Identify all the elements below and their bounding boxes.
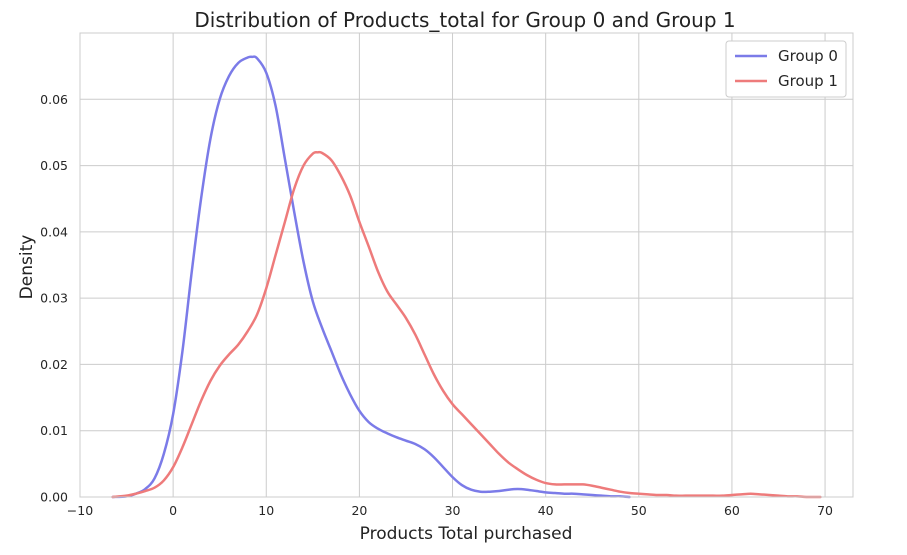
plot-frame bbox=[79, 32, 854, 498]
y-tick-label: 0.05 bbox=[40, 158, 68, 173]
x-tick-label: 10 bbox=[258, 503, 274, 518]
series-lines bbox=[111, 55, 822, 499]
y-tick-label: 0.06 bbox=[40, 92, 68, 107]
x-tick-label: 60 bbox=[724, 503, 740, 518]
x-tick-label: 70 bbox=[817, 503, 833, 518]
x-tick-label: 0 bbox=[169, 503, 177, 518]
legend-label-group-0: Group 0 bbox=[778, 47, 838, 65]
x-tick-label: 20 bbox=[351, 503, 367, 518]
y-tick-label: 0.02 bbox=[40, 357, 68, 372]
series-line-group-0 bbox=[111, 55, 631, 499]
y-tick-label: 0.01 bbox=[40, 423, 68, 438]
series-line-group-1 bbox=[111, 150, 822, 499]
grid-lines bbox=[79, 33, 853, 498]
x-tick-label: 40 bbox=[538, 503, 554, 518]
y-tick-label: 0.04 bbox=[40, 224, 68, 239]
x-tick-labels: −10 0 10 20 30 40 50 60 70 bbox=[67, 503, 833, 518]
legend-label-group-1: Group 1 bbox=[778, 72, 838, 90]
y-tick-label: 0.00 bbox=[40, 490, 68, 505]
x-axis-label: Products Total purchased bbox=[360, 524, 573, 544]
y-tick-label: 0.03 bbox=[40, 291, 68, 306]
y-tick-labels: 0.00 0.01 0.02 0.03 0.04 0.05 0.06 bbox=[40, 92, 68, 505]
chart-title: Distribution of Products_total for Group… bbox=[194, 8, 735, 32]
x-tick-label: −10 bbox=[67, 503, 93, 518]
legend: Group 0 Group 1 bbox=[725, 40, 847, 98]
x-tick-label: 50 bbox=[631, 503, 647, 518]
x-tick-label: 30 bbox=[445, 503, 461, 518]
y-axis-label: Density bbox=[17, 235, 37, 300]
